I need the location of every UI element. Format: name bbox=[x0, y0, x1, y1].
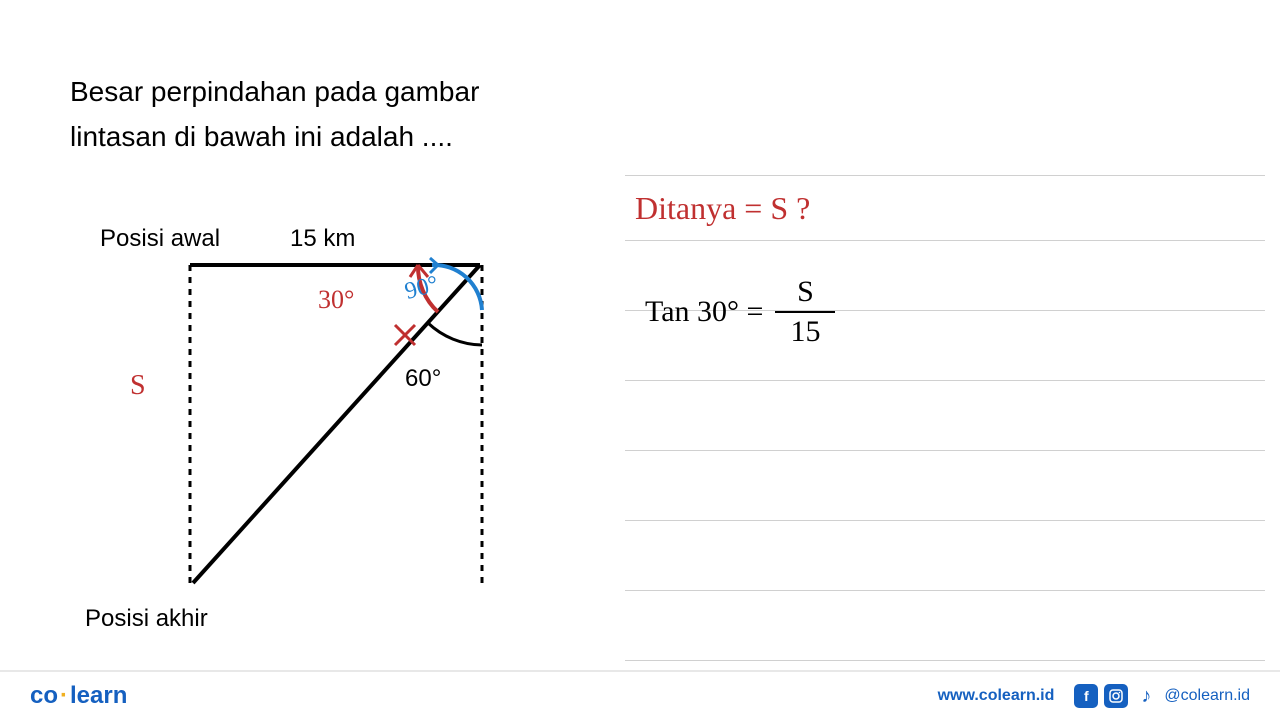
equation-lhs: Tan 30° = bbox=[645, 295, 763, 329]
fraction: S 15 bbox=[775, 275, 835, 349]
equation: Tan 30° = S 15 bbox=[645, 275, 835, 349]
label-side-s: S bbox=[130, 370, 146, 402]
facebook-icon: f bbox=[1074, 684, 1098, 708]
ditanya-text: Ditanya = S ? bbox=[635, 190, 810, 227]
question-line2: lintasan di bawah ini adalah .... bbox=[70, 115, 520, 160]
footer: co · learn www.colearn.id f ♪ @colearn.i… bbox=[0, 670, 1280, 720]
question-text: Besar perpindahan pada gambar lintasan d… bbox=[70, 70, 520, 160]
logo-co: co bbox=[30, 682, 58, 710]
notebook-line bbox=[625, 520, 1265, 521]
notebook-line bbox=[625, 240, 1265, 241]
label-distance: 15 km bbox=[290, 225, 355, 253]
label-angle-60: 60° bbox=[405, 365, 441, 393]
notebook-line bbox=[625, 590, 1265, 591]
diagram: Posisi awal 15 km 30° 90° 60° S Posisi a… bbox=[70, 200, 500, 640]
question-line1: Besar perpindahan pada gambar bbox=[70, 70, 520, 115]
label-posisi-awal: Posisi awal bbox=[100, 225, 220, 253]
notebook-line bbox=[625, 450, 1265, 451]
notebook-line bbox=[625, 660, 1265, 661]
label-posisi-akhir: Posisi akhir bbox=[85, 605, 208, 633]
tiktok-icon: ♪ bbox=[1134, 684, 1158, 708]
social-links: f ♪ @colearn.id bbox=[1074, 684, 1250, 708]
footer-right: www.colearn.id f ♪ @colearn.id bbox=[938, 684, 1250, 708]
fraction-numerator: S bbox=[782, 275, 829, 311]
diagram-svg bbox=[70, 200, 500, 640]
logo-learn: learn bbox=[70, 682, 127, 710]
website-url: www.colearn.id bbox=[938, 687, 1055, 705]
label-angle-30: 30° bbox=[318, 285, 354, 315]
social-handle: @colearn.id bbox=[1164, 687, 1250, 705]
notebook-line bbox=[625, 380, 1265, 381]
fraction-denominator: 15 bbox=[775, 313, 835, 349]
worksheet: Ditanya = S ? Tan 30° = S 15 bbox=[625, 160, 1265, 660]
logo-dot: · bbox=[60, 682, 68, 710]
instagram-icon bbox=[1104, 684, 1128, 708]
notebook-line bbox=[625, 175, 1265, 176]
logo: co · learn bbox=[30, 682, 127, 710]
